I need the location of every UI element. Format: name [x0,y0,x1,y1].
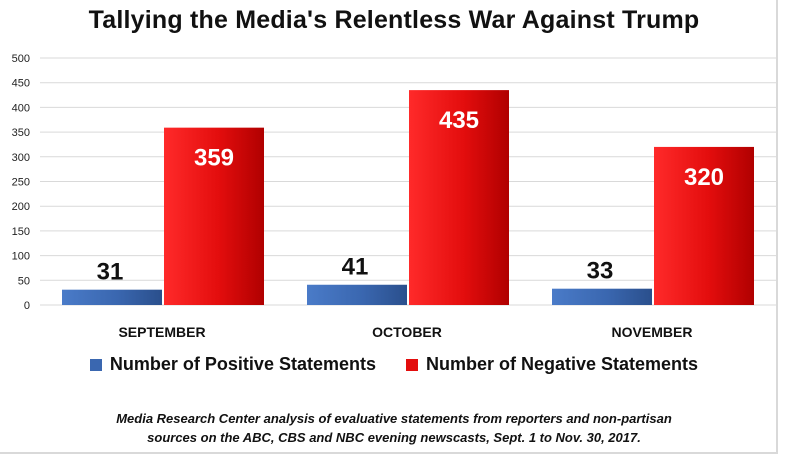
x-axis-labels: SEPTEMBER OCTOBER NOVEMBER [118,324,692,340]
data-label-positive: 33 [587,258,614,285]
y-tick-label: 250 [12,177,30,189]
source-note-line-2: sources on the ABC, CBS and NBC evening … [147,430,641,445]
chart-frame [0,0,778,454]
x-tick-label: OCTOBER [372,324,442,340]
y-axis-ticks: 0 50 100 150 200 250 300 350 400 450 500 [12,53,30,312]
y-tick-label: 200 [12,201,30,213]
bar-positive-october [307,284,407,305]
x-tick-label: NOVEMBER [612,324,693,340]
bar-negative-september [164,127,264,306]
source-note-line-1: Media Research Center analysis of evalua… [116,411,672,426]
legend-swatch-positive [89,358,102,371]
source-note: Media Research Center analysis of evalua… [0,409,788,447]
y-tick-label: 500 [12,53,30,65]
legend-swatch-negative [405,358,418,371]
x-tick-label: SEPTEMBER [118,324,205,340]
bar-negative-november [654,146,754,305]
y-tick-label: 400 [12,102,30,114]
legend-item-positive: Number of Positive Statements [89,354,376,375]
legend-label-positive: Number of Positive Statements [109,354,376,374]
y-tick-label: 450 [12,78,30,90]
data-label-negative: 435 [439,107,479,134]
data-label-positive: 41 [342,254,369,281]
data-labels: 31 359 41 435 33 320 [97,107,724,286]
bar-positive-november [552,288,652,305]
y-tick-label: 300 [12,152,30,164]
legend: Number of Positive Statements Number of … [0,354,788,375]
y-tick-label: 0 [24,300,30,312]
legend-label-negative: Number of Negative Statements [425,354,699,374]
data-label-negative: 359 [194,145,234,172]
y-tick-label: 150 [12,226,30,238]
data-label-positive: 31 [97,259,124,286]
y-tick-label: 350 [12,127,30,139]
y-tick-label: 100 [12,251,30,263]
bar-negative-october [409,90,509,305]
legend-item-negative: Number of Negative Statements [405,354,699,375]
bars [62,90,754,306]
y-tick-label: 50 [18,275,30,287]
data-label-negative: 320 [684,164,724,191]
chart-title: Tallying the Media's Relentless War Agai… [88,6,700,34]
bar-positive-september [62,289,162,305]
grid-lines [40,57,776,306]
